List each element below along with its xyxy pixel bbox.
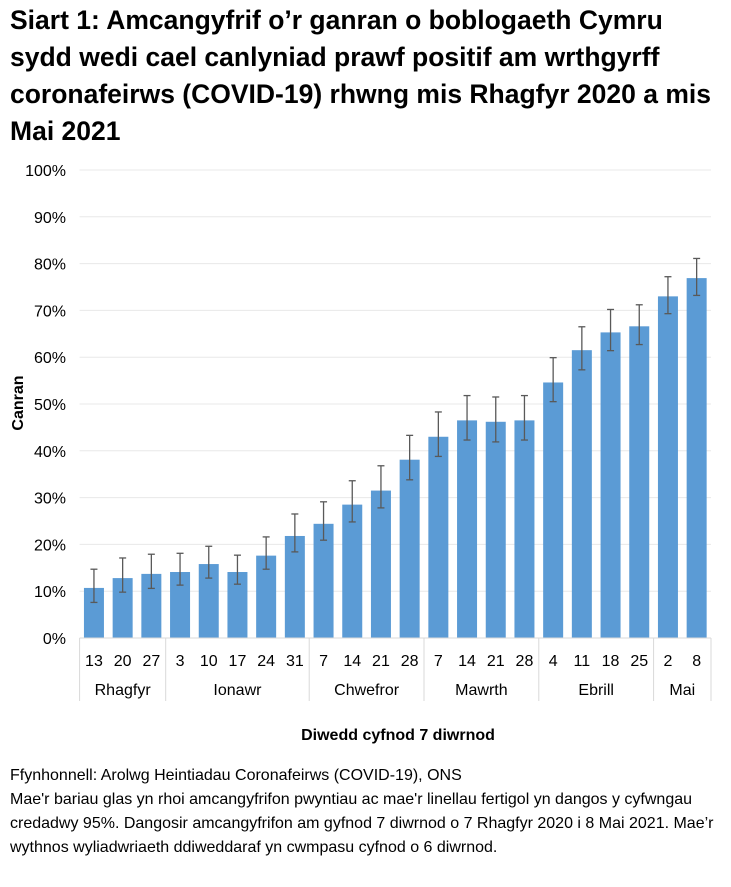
bar	[284, 535, 305, 638]
bar	[428, 436, 449, 638]
month-label: Ionawr	[213, 682, 262, 699]
x-tick-label: 7	[434, 653, 443, 670]
month-label: Rhagfyr	[95, 682, 152, 699]
month-label: Mawrth	[455, 682, 507, 699]
month-label: Mai	[669, 682, 695, 699]
x-tick-label: 21	[487, 653, 505, 670]
x-tick-label: 7	[319, 653, 328, 670]
bar	[256, 555, 277, 638]
y-tick-label: 50%	[34, 397, 66, 414]
y-tick-label: 30%	[34, 491, 66, 508]
bar	[313, 523, 334, 638]
y-tick-label: 100%	[25, 163, 66, 180]
y-tick-label: 20%	[34, 537, 66, 554]
bar	[342, 504, 363, 638]
bar	[600, 332, 621, 638]
x-tick-label: 11	[574, 653, 591, 670]
bar	[629, 326, 650, 638]
bar	[399, 459, 420, 638]
y-tick-label: 80%	[34, 257, 66, 274]
x-tick-label: 20	[114, 653, 132, 670]
bar	[543, 382, 564, 638]
source-note: Ffynhonnell: Arolwg Heintiadau Coronafei…	[10, 767, 462, 784]
x-tick-label: 25	[630, 653, 648, 670]
x-tick-label: 8	[692, 653, 701, 670]
description-note: Mae'r bariau glas yn rhoi amcangyfrifon …	[10, 791, 714, 856]
bar	[485, 421, 506, 638]
bar	[370, 490, 391, 638]
y-tick-label: 40%	[34, 444, 66, 461]
chart-notes: Ffynhonnell: Arolwg Heintiadau Coronafei…	[10, 764, 725, 860]
chart-title: Siart 1: Amcangyfrif o’r ganran o boblog…	[10, 5, 711, 146]
bar	[141, 573, 162, 638]
x-tick-label: 24	[257, 653, 275, 670]
bar	[227, 572, 248, 638]
x-tick-label: 13	[85, 653, 103, 670]
bar	[170, 572, 191, 638]
x-tick-label: 27	[142, 653, 160, 670]
x-tick-label: 17	[229, 653, 247, 670]
month-label: Chwefror	[334, 682, 400, 699]
x-tick-label: 14	[343, 653, 361, 670]
bar	[514, 420, 535, 638]
x-tick-label: 3	[176, 653, 185, 670]
y-tick-label: 90%	[34, 210, 66, 227]
x-axis-title: Diwedd cyfnod 7 diwrnod	[301, 727, 495, 744]
bar	[571, 350, 592, 638]
x-tick-label: 28	[516, 653, 534, 670]
bar	[686, 278, 707, 638]
x-tick-label: 21	[372, 653, 390, 670]
bar	[457, 420, 478, 638]
y-tick-label: 70%	[34, 303, 66, 320]
bar	[657, 296, 678, 638]
bar	[198, 564, 219, 638]
x-tick-label: 4	[549, 653, 558, 670]
y-tick-label: 0%	[43, 631, 66, 648]
month-label: Ebrill	[578, 682, 614, 699]
x-tick-label: 18	[602, 653, 620, 670]
bar	[83, 587, 104, 638]
x-tick-label: 31	[286, 653, 304, 670]
x-tick-label: 28	[401, 653, 419, 670]
bar	[112, 578, 133, 638]
x-tick-label: 14	[458, 653, 476, 670]
y-axis-title: Canran	[10, 375, 27, 430]
y-tick-label: 10%	[34, 584, 66, 601]
x-tick-label: 2	[663, 653, 672, 670]
y-tick-label: 60%	[34, 350, 66, 367]
x-tick-label: 10	[200, 653, 218, 670]
